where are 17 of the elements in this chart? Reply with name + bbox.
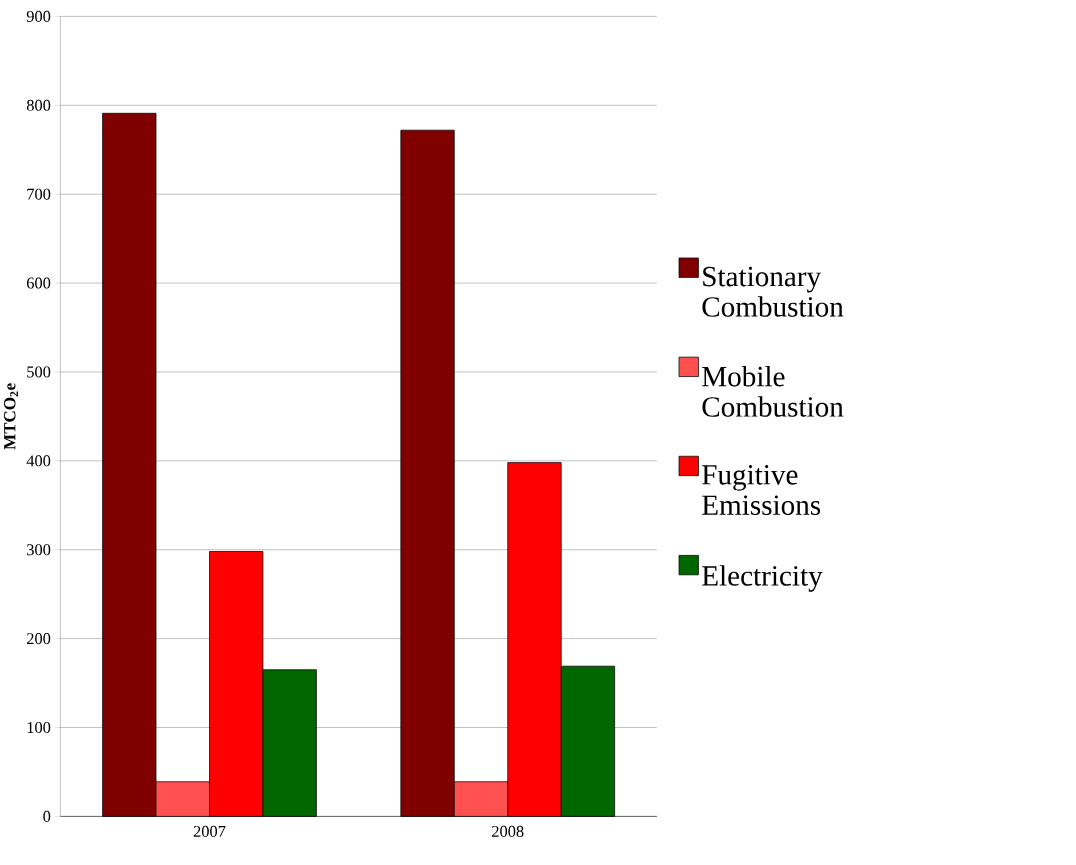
x-tick-label: 2007 <box>193 826 226 838</box>
legend-label: Fugitive Emissions <box>702 465 821 516</box>
y-tick-label: 800 <box>26 99 51 111</box>
y-tick-label: 500 <box>27 366 51 378</box>
y-tick-label: 300 <box>27 544 51 556</box>
legend-label: Electricity <box>702 565 823 592</box>
y-tick-label: 600 <box>26 277 51 289</box>
y-tick-label: 0 <box>43 811 51 823</box>
y-tick-label: 700 <box>27 188 51 200</box>
legend-label: Stationary Combustion <box>702 266 844 317</box>
legend-label: Mobile Combustion <box>702 366 844 417</box>
x-tick-label: 2008 <box>492 826 524 838</box>
y-tick-label: 200 <box>27 633 51 645</box>
y-axis-title: MTCO$_{2}$e <box>4 383 18 450</box>
y-tick-label: 900 <box>26 11 51 23</box>
y-tick-label: 400 <box>26 455 51 467</box>
y-tick-label: 100 <box>27 722 51 734</box>
